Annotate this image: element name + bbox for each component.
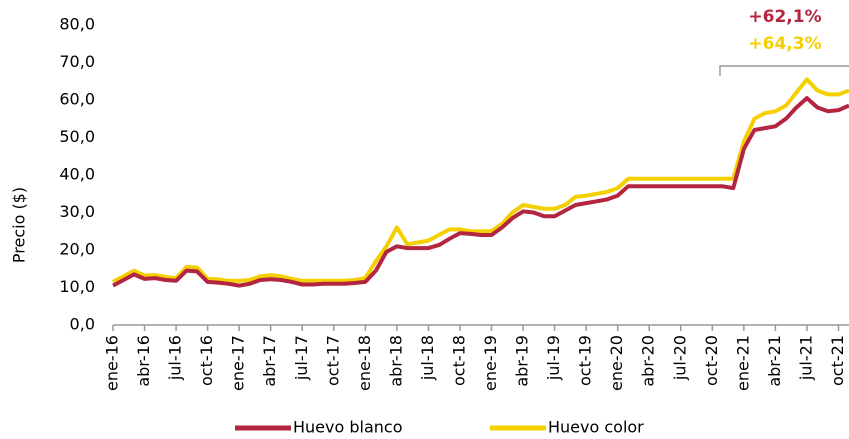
x-tick-label: oct-20 — [702, 335, 721, 386]
line-series — [112, 96, 849, 288]
line-series — [112, 77, 849, 284]
annotation: +62,1% — [748, 7, 821, 27]
x-tick-label: jul-20 — [670, 335, 689, 381]
x-tick-label: jul-19 — [544, 335, 563, 381]
x-tick-label: ene-17 — [229, 335, 248, 391]
x-tick-label: oct-21 — [828, 335, 847, 386]
x-tick-label: ene-20 — [607, 335, 626, 391]
y-tick-label: 60,0 — [59, 90, 95, 109]
y-tick-label: 10,0 — [59, 277, 95, 296]
y-tick-label: 30,0 — [59, 202, 95, 221]
x-tick-label: ene-19 — [481, 335, 500, 391]
x-tick-label: abr-21 — [765, 335, 784, 387]
x-tick-label: jul-17 — [292, 335, 311, 381]
x-tick-label: jul-21 — [796, 335, 815, 381]
x-tick-label: oct-17 — [323, 335, 342, 386]
x-tick-label: abr-16 — [134, 335, 153, 387]
legend-label: Huevo color — [548, 418, 644, 437]
y-axis-label: Precio ($) — [10, 187, 29, 263]
y-tick-label: 20,0 — [59, 240, 95, 259]
x-tick-label: abr-18 — [386, 335, 405, 387]
bracket — [719, 65, 849, 76]
x-tick-label: oct-19 — [576, 335, 595, 386]
y-tick-label: 70,0 — [59, 52, 95, 71]
x-tick-label: ene-16 — [103, 335, 122, 391]
legend-label: Huevo blanco — [293, 418, 403, 437]
x-tick-label: oct-16 — [197, 335, 216, 386]
x-tick-label: jul-16 — [166, 335, 185, 381]
x-tick-label: jul-18 — [418, 335, 437, 381]
x-tick-label: abr-20 — [639, 335, 658, 387]
x-tick-label: abr-19 — [513, 335, 532, 387]
x-tick-label: oct-18 — [449, 335, 468, 386]
x-tick-label: ene-21 — [733, 335, 752, 391]
x-tick-label: ene-18 — [355, 335, 374, 391]
y-tick-label: 40,0 — [59, 165, 95, 184]
y-tick-label: 80,0 — [59, 15, 95, 34]
annotation: +64,3% — [748, 34, 821, 54]
y-tick-label: 0,0 — [70, 315, 95, 334]
y-tick-label: 50,0 — [59, 127, 95, 146]
x-tick-label: abr-17 — [260, 335, 279, 387]
